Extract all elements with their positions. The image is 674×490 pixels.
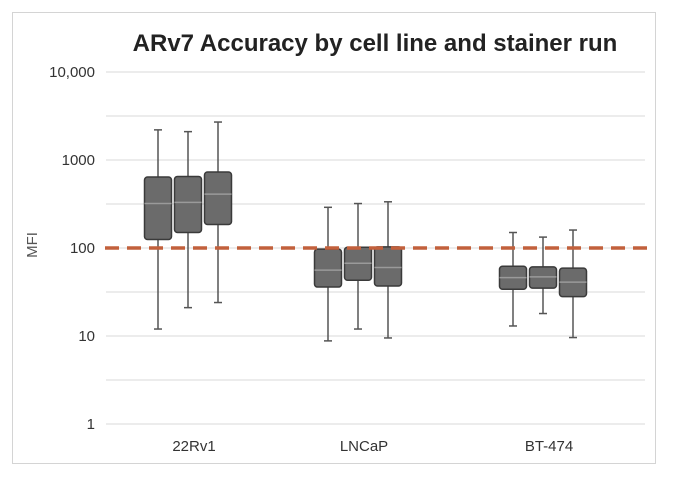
x-tick-label: LNCaP [340,438,388,455]
box-BT-474-run-3 [558,229,588,339]
y-tick-labels: 1 10 100 1000 10,000 [49,64,95,433]
y-tick-label: 10 [78,328,95,345]
box-LNCaP-run-3 [373,201,403,339]
x-tick-label: 22Rv1 [172,438,215,455]
y-tick-label: 10,000 [49,64,95,81]
box-body [373,246,403,287]
y-axis-label: MFI [24,232,41,258]
box-LNCaP-run-1 [313,206,343,342]
box-LNCaP-run-2 [343,202,373,330]
box-22Rv1-run-1 [143,129,173,330]
box-body [203,171,233,226]
box-body [143,176,173,241]
y-tick-label: 1000 [62,152,95,169]
box-22Rv1-run-2 [173,130,203,309]
chart-title: ARv7 Accuracy by cell line and stainer r… [133,30,618,57]
x-tick-label: BT-474 [525,438,573,455]
box-series [143,121,588,342]
box-plot-chart: ARv7 Accuracy by cell line and stainer r… [24,30,647,455]
chart-frame: ARv7 Accuracy by cell line and stainer r… [12,12,656,464]
y-tick-label: 1 [87,416,95,433]
box-22Rv1-run-3 [203,121,233,304]
box-BT-474-run-2 [528,236,558,315]
box-body [173,175,203,234]
box-body [313,248,343,288]
y-tick-label: 100 [70,240,95,257]
x-tick-labels: 22Rv1 LNCaP BT-474 [172,438,573,455]
